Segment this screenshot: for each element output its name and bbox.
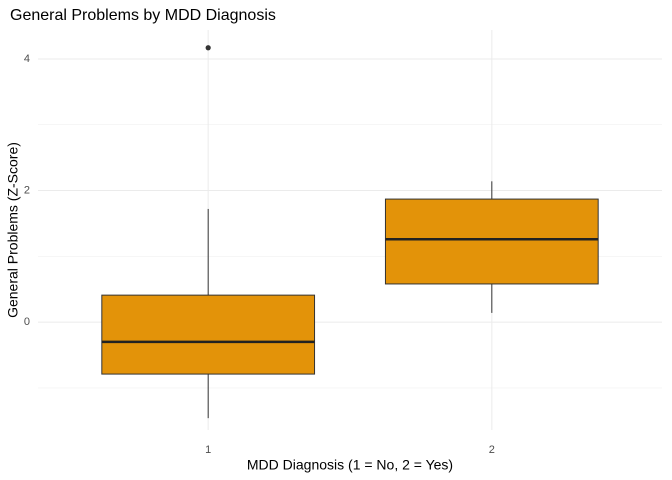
outlier bbox=[205, 45, 211, 51]
y-tick-label: 4 bbox=[24, 53, 30, 65]
y-axis-title: General Problems (Z-Score) bbox=[5, 142, 21, 318]
box bbox=[101, 294, 316, 375]
chart-title: General Problems by MDD Diagnosis bbox=[10, 7, 276, 24]
y-tick-label: 0 bbox=[24, 316, 30, 328]
x-tick-label: 2 bbox=[489, 444, 495, 456]
box bbox=[384, 198, 599, 285]
x-tick-label: 1 bbox=[205, 444, 211, 456]
y-tick-label: 2 bbox=[24, 184, 30, 196]
x-axis-title: MDD Diagnosis (1 = No, 2 = Yes) bbox=[247, 457, 453, 473]
